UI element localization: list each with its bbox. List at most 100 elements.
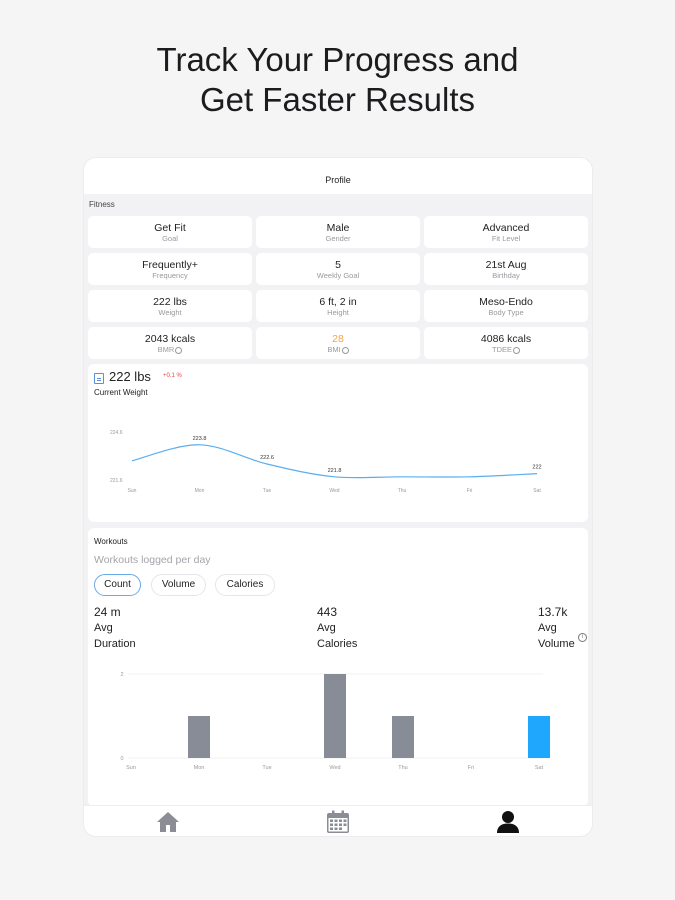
fit-level-label: Fit Level [491,234,521,243]
app-screen: Profile Fitness Get Fit Goal Male Gender… [84,158,592,836]
y-tick-label: 0 [120,756,123,762]
weekly-goal-value: 5 [335,259,341,271]
x-tick-label: Sat [533,488,541,494]
x-tick-label: Thu [398,765,407,771]
avg-duration-label-2: Duration [94,638,136,650]
data-label: 222 [532,465,541,471]
birthday-value: 21st Aug [485,259,527,271]
bar-sat [528,716,550,758]
x-tick-label: Fri [468,765,474,771]
weight-value: 222 lbs [153,296,187,308]
avg-volume-label-2: Volume [538,638,575,650]
weight-tile[interactable]: 222 lbs Weight [88,290,252,322]
info-icon[interactable] [341,346,349,354]
weight-label: Weight [158,308,182,317]
avg-duration-label-1: Avg [94,622,113,634]
avg-duration-value: 24 m [94,605,121,619]
current-weight-value: 222 lbs [109,369,151,384]
height-tile[interactable]: 6 ft, 2 in Height [256,290,420,322]
data-label: 221.8 [328,468,342,474]
info-icon[interactable]: i [578,633,587,642]
bar-wed [324,674,346,758]
weight-line-chart: 224.6 221.6 Sun Mon Tue Wed Thu Fri Sat 223.8 222.… [110,430,542,494]
weight-change-badge: +0.1 % [163,373,182,379]
frequency-value: Frequently+ [142,259,198,271]
headline-line-1: Track Your Progress and [156,41,519,78]
workouts-subtitle: Workouts logged per day [94,554,211,566]
body-type-tile[interactable]: Meso-Endo Body Type [424,290,588,322]
body-type-label: Body Type [488,308,524,317]
tab-profile[interactable] [495,809,521,835]
current-weight-card[interactable]: 222 lbs +0.1 % Current Weight 224.6 221.6… [88,364,588,522]
x-tick-label: Thu [398,488,407,494]
y-tick-label: 224.6 [110,430,123,436]
fitness-section-label: Fitness [89,200,115,209]
gender-label: Gender [325,234,351,243]
tab-volume[interactable]: Volume [151,574,206,596]
frequency-label: Frequency [152,271,188,280]
bmr-label: BMR [157,345,175,354]
avg-calories-value: 443 [317,605,338,619]
tab-calories[interactable]: Calories [215,574,275,596]
tab-bar [84,805,592,836]
goal-label: Goal [162,234,178,243]
bmi-label: BMI [327,345,341,354]
nav-bar: Profile [84,158,592,194]
info-icon[interactable] [175,346,183,354]
workouts-card: Workouts Workouts logged per day Count V… [88,528,588,806]
height-label: Height [327,308,349,317]
height-value: 6 ft, 2 in [319,296,357,308]
x-tick-label: Wed [329,765,340,771]
workouts-title: Workouts [94,537,128,546]
data-label: 223.8 [193,436,207,442]
x-tick-label: Sun [128,488,137,494]
x-tick-label: Sat [535,765,544,771]
body-type-value: Meso-Endo [479,296,533,308]
tab-calendar[interactable] [325,809,351,835]
avg-volume-label-1: Avg [538,622,557,634]
birthday-tile[interactable]: 21st Aug Birthday [424,253,588,285]
x-tick-label: Wed [329,488,339,494]
gender-tile[interactable]: Male Gender [256,216,420,248]
x-tick-label: Tue [263,488,272,494]
frequency-tile[interactable]: Frequently+ Frequency [88,253,252,285]
y-tick-label: 2 [120,672,123,678]
x-tick-label: Mon [194,765,205,771]
bar-thu [392,716,414,758]
fit-level-value: Advanced [482,222,530,234]
birthday-label: Birthday [492,271,520,280]
x-tick-label: Sun [126,765,136,771]
tab-home[interactable] [155,809,181,835]
goal-tile[interactable]: Get Fit Goal [88,216,252,248]
tdee-tile[interactable]: 4086 kcals TDEE [424,327,588,359]
weekly-goal-tile[interactable]: 5 Weekly Goal [256,253,420,285]
tab-count[interactable]: Count [94,574,141,596]
x-tick-label: Tue [262,765,271,771]
y-tick-label: 221.6 [110,478,123,484]
tdee-value: 4086 kcals [480,333,532,345]
profile-icon [497,811,519,833]
avg-calories-label-2: Calories [317,638,358,650]
x-tick-label: Mon [195,488,205,494]
bmr-tile[interactable]: 2043 kcals BMR [88,327,252,359]
avg-duration-stat: 24 m Avg Duration [94,604,136,652]
weight-series-line [131,444,538,479]
page-title: Profile [325,175,351,185]
current-weight-title: Current Weight [94,388,148,397]
avg-calories-stat: 443 Avg Calories [317,604,357,652]
fit-level-tile[interactable]: Advanced Fit Level [424,216,588,248]
goal-value: Get Fit [154,222,186,234]
avg-volume-value: 13.7k [538,605,568,619]
avg-calories-label-1: Avg [317,622,336,634]
tdee-label: TDEE [491,345,512,354]
x-tick-label: Fri [467,488,473,494]
gender-value: Male [326,222,350,234]
bar-mon [188,716,210,758]
headline-line-2: Get Faster Results [199,81,476,118]
home-icon [157,812,179,832]
bmi-value: 28 [332,333,344,345]
info-icon[interactable] [513,346,520,354]
bmi-tile[interactable]: 28 BMI [256,327,420,359]
calendar-icon [327,810,349,833]
